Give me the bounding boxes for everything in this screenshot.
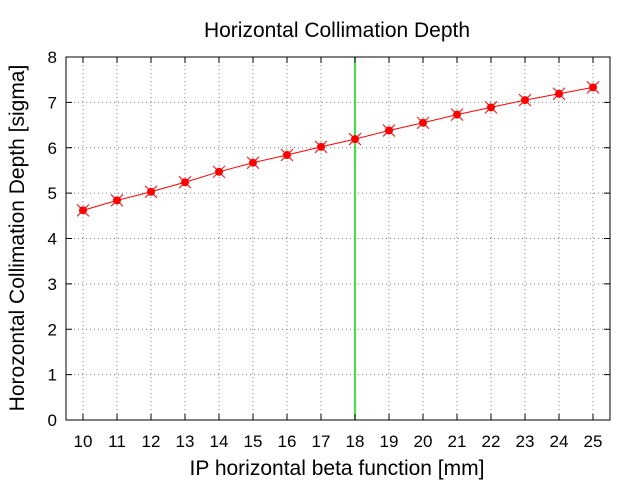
data-point [450,108,464,121]
data-point [280,148,294,162]
data-point [76,204,90,217]
y-tick-label: 7 [48,93,57,112]
data-point [110,194,124,207]
data-point [144,185,158,199]
data-point [348,132,362,146]
x-tick-label: 25 [584,432,603,451]
y-axis-label: Horozontal Collimation Depth [sigma] [6,65,29,412]
data-point [382,124,396,137]
data-point [314,140,328,154]
x-tick-label: 16 [278,432,297,451]
series-line [82,86,594,211]
x-tick-label: 13 [176,432,195,451]
y-tick-label: 3 [48,275,57,294]
data-point [178,175,192,189]
y-tick-label: 2 [48,320,57,339]
x-tick-label: 17 [312,432,331,451]
chart-title: Horizontal Collimation Depth [204,19,470,42]
x-tick-label: 22 [482,432,501,451]
data-point [586,81,600,94]
x-tick-label: 11 [108,432,126,451]
y-tick-label: 1 [48,366,57,385]
x-tick-label: 23 [516,432,535,451]
x-axis-label: IP horizontal beta function [mm] [190,457,485,480]
x-tick-label: 10 [74,432,93,451]
x-tick-label: 24 [550,432,569,451]
y-tick-label: 5 [48,184,57,203]
x-tick-label: 19 [380,432,399,451]
y-tick-label: 8 [48,48,57,67]
data-point [416,116,430,130]
x-tick-label: 14 [210,432,229,451]
y-tick-label: 6 [48,139,57,158]
x-tick-label: 12 [142,432,161,451]
data-point [552,87,566,101]
data-point [484,101,498,114]
x-tick-label: 21 [448,432,467,451]
series-layer [76,81,600,217]
y-tick-label: 4 [48,230,57,249]
grid [66,56,610,421]
y-tick-label: 0 [48,411,57,430]
data-point [246,156,260,170]
ticks: 10 11 12 13 14 15 16 17 18 19 20 21 22 23 24 2501234567… [48,48,610,451]
x-tick-label: 18 [346,432,365,451]
x-tick-label: 20 [414,432,433,451]
x-tick-label: 15 [244,432,263,451]
data-point [212,165,226,179]
data-point [518,93,532,107]
